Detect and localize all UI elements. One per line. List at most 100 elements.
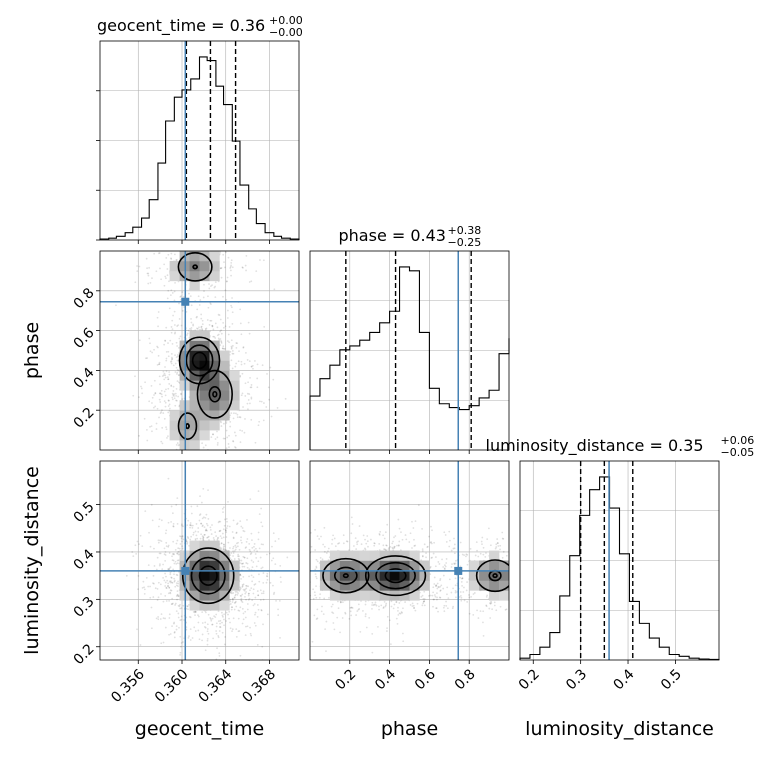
sample-point <box>159 539 161 542</box>
sample-point <box>219 318 222 321</box>
hist-frame-luminosity_distance <box>519 460 720 661</box>
density-cell <box>469 570 480 581</box>
sample-point <box>173 397 176 400</box>
density-cell <box>319 560 331 571</box>
sample-point <box>364 538 366 541</box>
sample-point <box>136 540 139 543</box>
sample-point <box>268 398 271 401</box>
sample-point <box>466 563 469 566</box>
sample-point <box>230 264 232 267</box>
sample-point <box>378 549 381 551</box>
sample-point <box>240 333 243 336</box>
sample-point <box>193 611 196 614</box>
sample-point <box>205 453 207 455</box>
sample-point <box>235 542 238 545</box>
sample-point <box>212 637 215 640</box>
sample-point <box>513 571 515 573</box>
density-cell <box>499 580 509 591</box>
sample-point <box>187 329 190 332</box>
sample-point <box>260 507 263 510</box>
sample-point <box>168 599 171 602</box>
sample-point <box>332 612 335 615</box>
sample-point <box>231 297 233 299</box>
sample-point <box>229 265 232 268</box>
sample-point <box>156 407 159 410</box>
sample-point <box>308 536 310 538</box>
sample-point <box>186 605 188 607</box>
sample-point <box>319 556 322 559</box>
sample-point <box>171 357 174 360</box>
sample-point <box>227 256 230 259</box>
sample-point <box>167 435 169 438</box>
sample-point <box>229 267 232 269</box>
sample-point <box>223 437 226 440</box>
x-axis-label-luminosity_distance: luminosity_distance <box>525 718 714 740</box>
sample-point <box>214 322 217 325</box>
sample-point <box>154 587 157 590</box>
sample-point <box>349 606 352 609</box>
x-tick-label: 0.6 <box>412 666 439 693</box>
sample-point <box>170 331 173 334</box>
sample-point <box>172 568 175 571</box>
sample-point <box>201 323 204 326</box>
title-plus-error: +0.06 <box>721 434 755 447</box>
sample-point <box>170 576 173 579</box>
sample-point <box>438 596 441 599</box>
sample-point <box>257 538 260 541</box>
sample-point <box>188 292 190 295</box>
sample-point <box>396 544 398 547</box>
sample-point <box>223 618 225 621</box>
sample-point <box>319 593 322 596</box>
sample-point <box>246 519 248 521</box>
sample-point <box>315 558 318 561</box>
sample-point <box>253 545 255 548</box>
sample-point <box>316 560 319 563</box>
sample-point <box>217 536 220 539</box>
sample-point <box>337 607 340 610</box>
sample-point <box>200 522 202 525</box>
sample-point <box>160 440 163 443</box>
sample-point <box>355 614 358 616</box>
sample-point <box>153 582 155 585</box>
sample-point <box>314 594 317 597</box>
sample-point <box>423 600 425 603</box>
sample-point <box>303 567 305 569</box>
sample-point <box>516 544 518 546</box>
sample-point <box>230 558 233 561</box>
sample-point <box>304 580 306 582</box>
sample-point <box>151 519 154 522</box>
sample-point <box>157 596 160 599</box>
sample-point <box>181 291 184 294</box>
sample-point <box>234 600 237 603</box>
sample-point <box>235 628 238 631</box>
sample-point <box>339 631 341 634</box>
sample-point <box>194 453 196 455</box>
sample-point <box>158 363 161 366</box>
density-cell <box>189 280 200 292</box>
sample-point <box>204 626 207 629</box>
density-cell <box>209 580 220 591</box>
title-minus-error: −0.05 <box>721 446 755 459</box>
sample-point <box>157 616 160 618</box>
sample-point <box>307 596 309 598</box>
sample-point <box>228 610 231 613</box>
sample-point <box>252 453 254 455</box>
sample-point <box>323 545 326 548</box>
sample-point <box>196 327 199 330</box>
sample-point <box>138 339 141 342</box>
sample-point <box>170 356 173 359</box>
sample-point <box>151 402 153 404</box>
sample-point <box>397 544 400 547</box>
sample-point <box>422 600 425 603</box>
sample-point <box>212 335 215 338</box>
sample-point <box>257 608 260 611</box>
sample-point <box>193 626 196 629</box>
sample-point <box>333 537 336 540</box>
sample-point <box>165 600 168 602</box>
sample-point <box>230 304 232 307</box>
sample-point <box>184 246 186 248</box>
sample-point <box>517 592 519 594</box>
sample-point <box>246 557 249 560</box>
sample-point <box>164 340 167 342</box>
sample-point <box>241 565 244 568</box>
